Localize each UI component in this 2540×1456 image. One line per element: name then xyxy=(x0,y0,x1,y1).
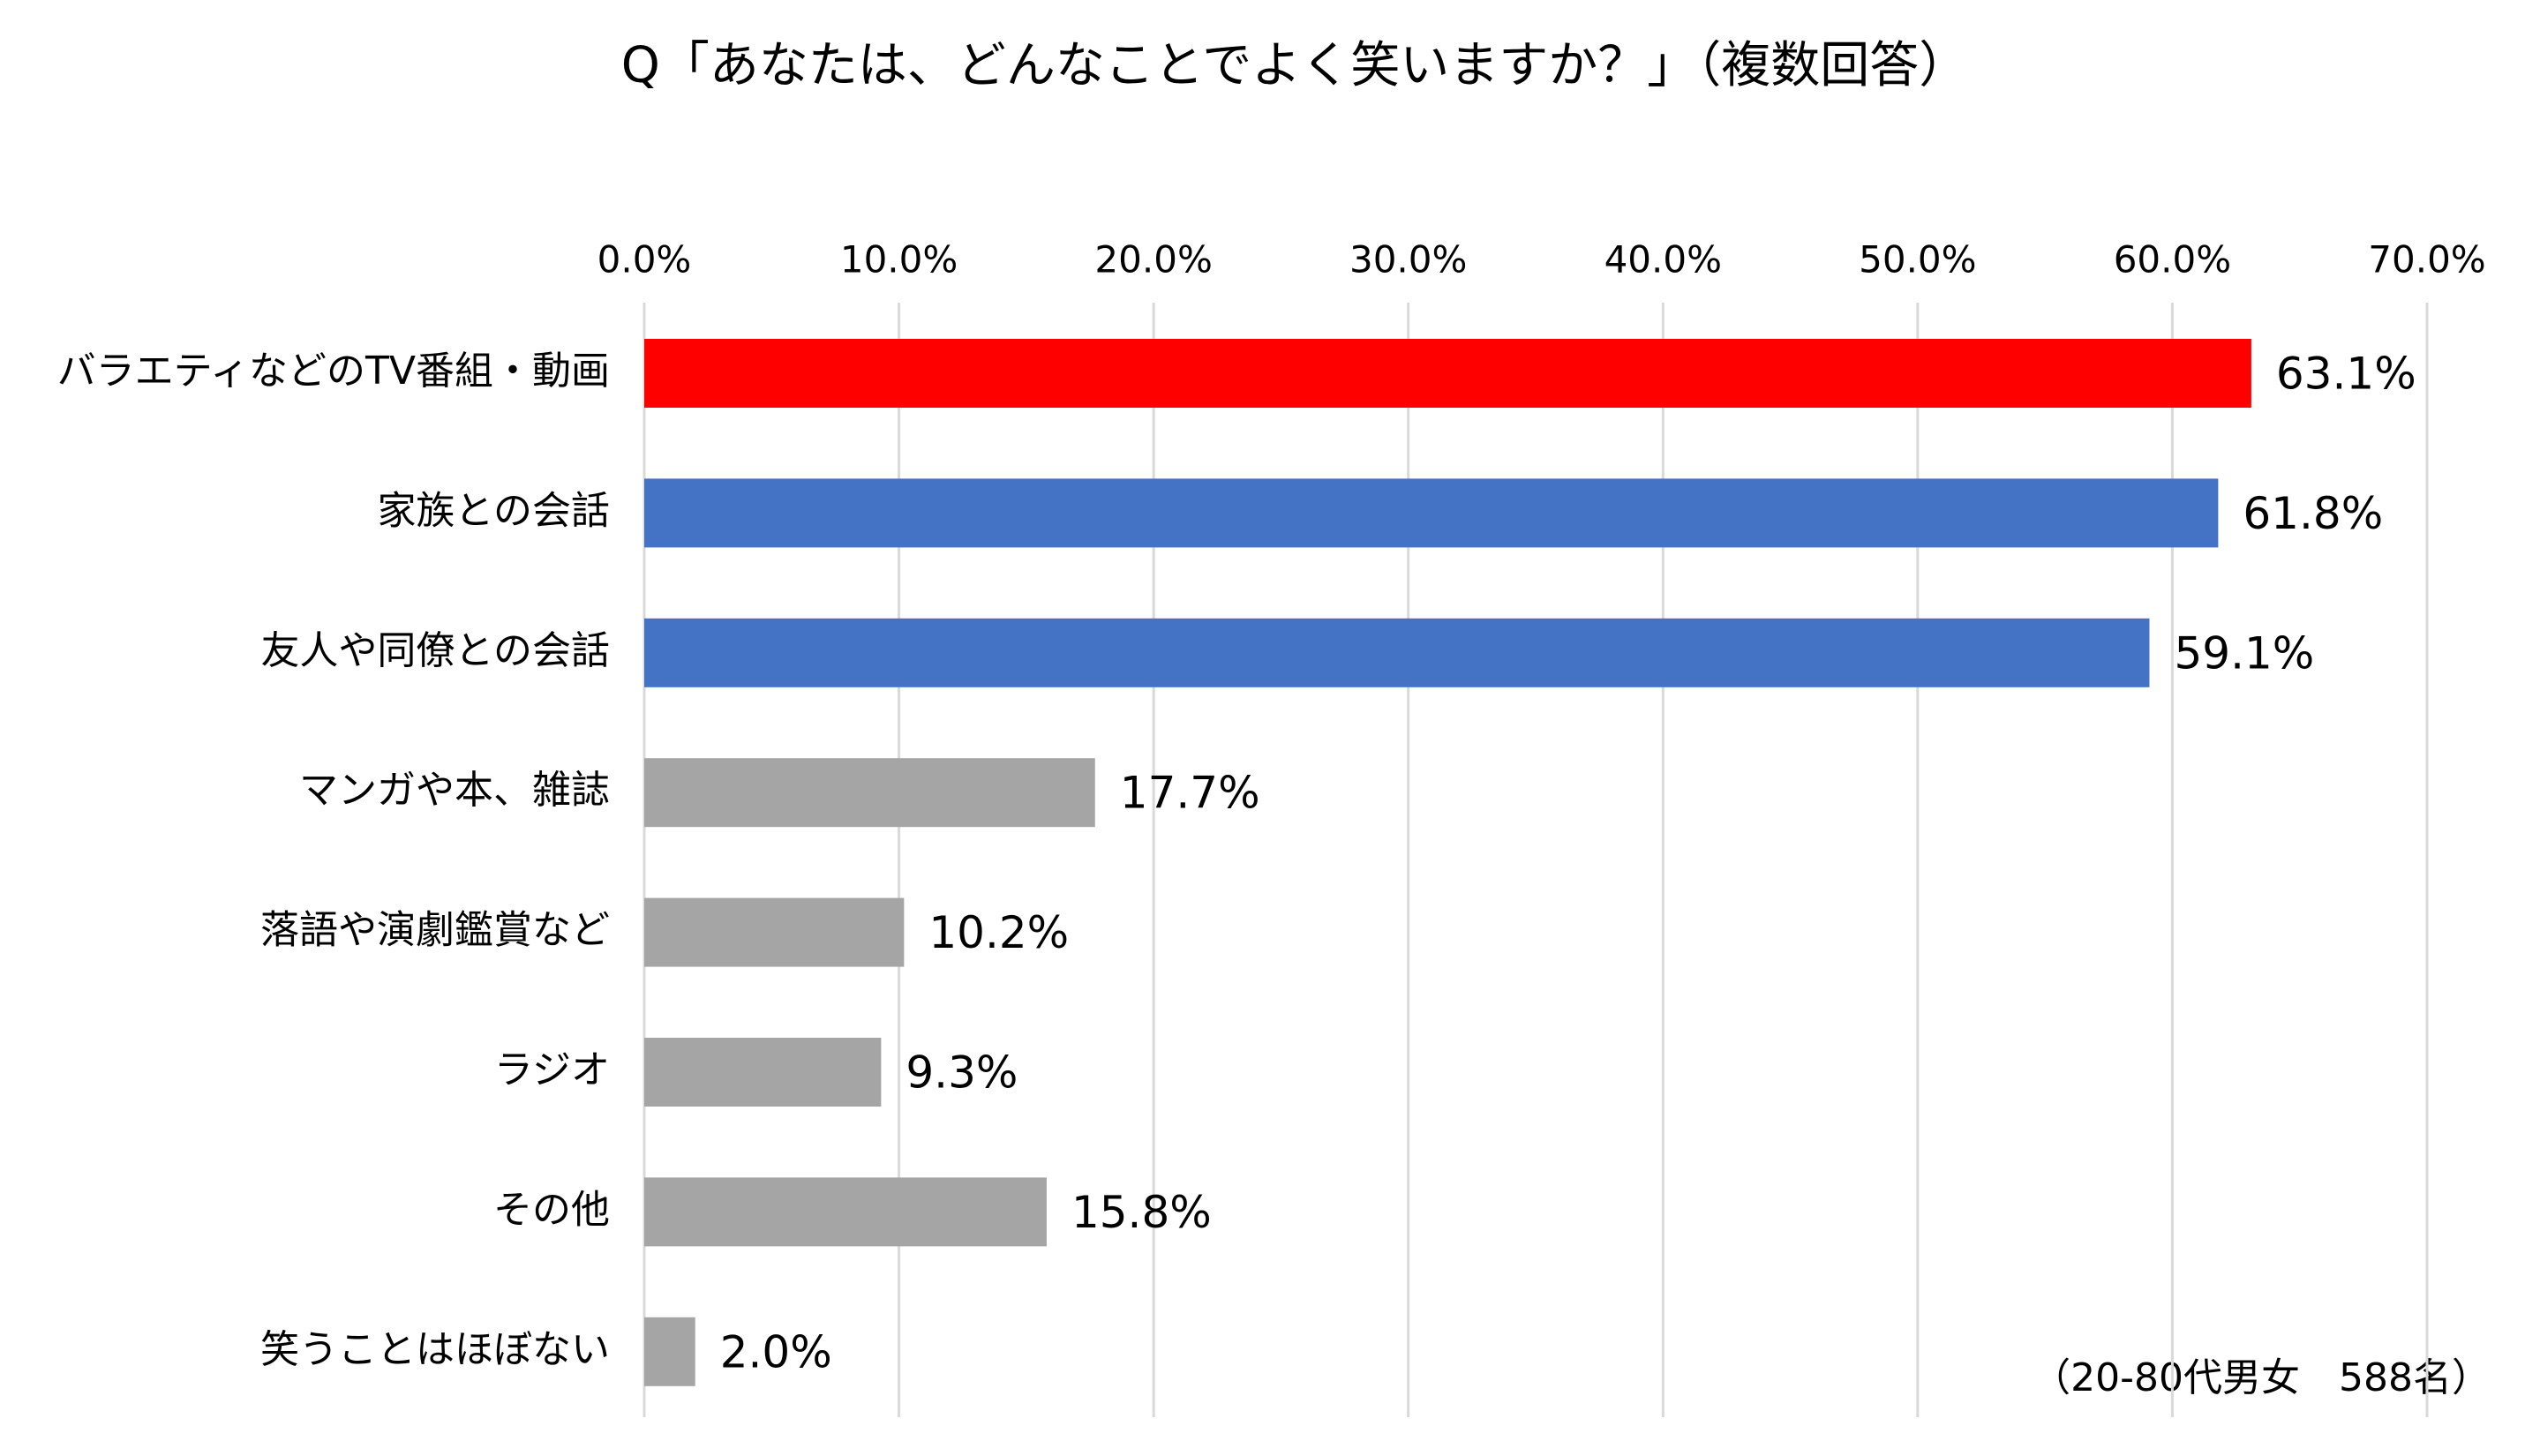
category-label: ラジオ xyxy=(494,1047,610,1092)
chart-title: Q「あなたは、どんなことでよく笑いますか？」（複数回答） xyxy=(621,37,1968,94)
bar xyxy=(644,478,2219,548)
category-label: 笑うことはほぼない xyxy=(260,1327,610,1372)
value-label: 2.0% xyxy=(720,1326,832,1377)
x-tick-label: 10.0% xyxy=(840,238,958,281)
bar xyxy=(644,1317,695,1386)
category-label: 落語や演劇鑑賞など xyxy=(260,908,610,953)
value-label: 61.8% xyxy=(2243,488,2383,539)
x-tick-label: 50.0% xyxy=(1859,238,1976,281)
x-tick-label: 70.0% xyxy=(2368,238,2485,281)
x-tick-label: 20.0% xyxy=(1094,238,1212,281)
bar xyxy=(644,758,1095,828)
value-label: 15.8% xyxy=(1071,1187,1212,1238)
value-label: 59.1% xyxy=(2174,627,2314,679)
note: （20-80代男女 588名） xyxy=(2032,1355,2491,1400)
bar xyxy=(644,618,2150,687)
category-label: マンガや本、雑誌 xyxy=(299,768,610,813)
x-tick-label: 30.0% xyxy=(1349,238,1467,281)
bar xyxy=(644,897,905,967)
category-label: バラエティなどのTV番組・動画 xyxy=(57,349,610,394)
bar xyxy=(644,1177,1047,1247)
value-label: 10.2% xyxy=(928,907,1069,958)
value-label: 17.7% xyxy=(1120,768,1260,819)
x-tick-label: 60.0% xyxy=(2114,238,2231,281)
x-tick-label: 0.0% xyxy=(597,238,692,281)
bar xyxy=(644,1038,882,1107)
bar xyxy=(644,339,2251,408)
category-label: その他 xyxy=(493,1187,610,1232)
value-label: 63.1% xyxy=(2276,349,2416,400)
category-label: 友人や同僚との会話 xyxy=(260,628,610,673)
category-label: 家族との会話 xyxy=(377,488,610,533)
x-tick-label: 40.0% xyxy=(1604,238,1722,281)
value-label: 9.3% xyxy=(906,1047,1018,1099)
